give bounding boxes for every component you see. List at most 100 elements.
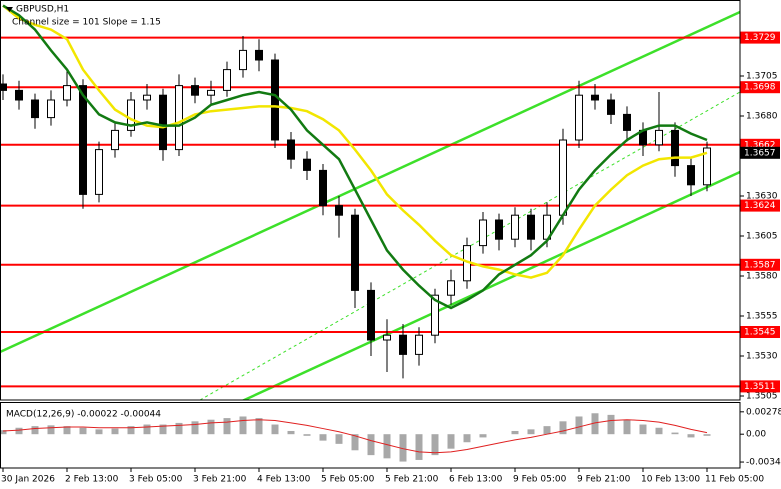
price-frame	[0, 0, 741, 401]
macd-bar	[591, 413, 599, 435]
x-tick-label: 5 Feb 05:00	[321, 475, 375, 485]
y-tick-label: 1.3505	[746, 392, 778, 402]
x-tick-label: 5 Feb 21:00	[385, 475, 439, 485]
macd-bar	[623, 419, 631, 435]
macd-bar	[63, 426, 71, 435]
macd-bar	[79, 427, 87, 435]
level-label-box	[740, 258, 780, 271]
macd-bar	[175, 422, 183, 435]
macd-bar	[463, 434, 471, 443]
candle-body	[511, 214, 519, 240]
candle-body	[207, 89, 215, 96]
macd-bar	[671, 432, 679, 435]
macd-bar	[399, 434, 407, 462]
y-tick-label: 1.3580	[746, 272, 778, 282]
candle-body	[15, 89, 23, 101]
macd-bar	[207, 419, 215, 435]
candle-body	[399, 334, 407, 355]
x-tick-label: 9 Feb 21:00	[577, 475, 631, 485]
x-tick-label: 6 Feb 13:00	[449, 475, 503, 485]
candle-body	[495, 219, 503, 240]
candle-body	[367, 289, 375, 341]
candle-body	[687, 165, 695, 186]
y-tick-label: -0.00346	[746, 458, 781, 468]
macd-bar	[0, 430, 7, 435]
x-tick-label: 3 Feb 05:00	[129, 475, 183, 485]
candle-body	[223, 69, 231, 91]
menu-arrow	[6, 7, 13, 12]
candle-body	[287, 139, 295, 160]
macd-bar	[447, 434, 455, 449]
level-label-box	[740, 380, 780, 393]
macd-bar	[687, 434, 695, 438]
candle-body	[351, 214, 359, 291]
level-label-box	[740, 31, 780, 44]
candle-body	[623, 113, 631, 131]
level-label: 1.3511	[744, 382, 776, 392]
indicator-line	[2, 4, 708, 279]
macd-title: MACD(12,26,9) -0.00022 -0.00044	[6, 410, 161, 420]
macd-frame	[0, 402, 741, 469]
macd-bar	[431, 434, 439, 456]
y-tick-label: 1.3630	[746, 192, 778, 202]
level-label: 1.3729	[744, 33, 776, 43]
candle-body	[175, 85, 183, 151]
channel-upper	[0, 10, 740, 354]
candle-body	[79, 85, 87, 195]
price-plot	[0, 4, 740, 388]
indicator-line	[2, 4, 708, 310]
macd-bar	[287, 430, 295, 435]
candle-body	[447, 280, 455, 296]
macd-bar	[367, 434, 375, 456]
candle-body	[0, 83, 7, 91]
channel-middle	[199, 91, 740, 400]
x-tick-label: 11 Feb 05:00	[705, 475, 764, 485]
chart-subtitle: Channel size = 101 Slope = 1.15	[12, 18, 161, 28]
level-label: 1.3545	[744, 328, 776, 338]
candle-body	[95, 149, 103, 195]
macd-bar	[319, 434, 327, 441]
macd-bar	[271, 424, 279, 435]
x-tick-label: 9 Feb 05:00	[513, 475, 567, 485]
macd-bar	[127, 426, 135, 435]
level-label: 1.3624	[744, 201, 776, 211]
level-label: 1.3662	[744, 140, 776, 150]
level-label: 1.3587	[744, 260, 776, 270]
macd-bar	[655, 427, 663, 435]
macd-bar	[639, 424, 647, 435]
candle-body	[319, 169, 327, 207]
candle-body	[335, 205, 343, 216]
macd-bar	[335, 434, 343, 444]
y-tick-label: 1.3555	[746, 312, 778, 322]
y-tick-label: 1.3605	[746, 232, 778, 242]
macd-plot	[0, 413, 711, 462]
current-price-label: 1.3657	[744, 148, 776, 158]
current-price-box	[740, 146, 780, 159]
macd-bar	[383, 434, 391, 459]
macd-bar	[15, 427, 23, 435]
level-label-box	[740, 199, 780, 212]
y-tick-label: 0.00278	[746, 407, 781, 417]
candle-body	[191, 85, 199, 96]
candle-body	[671, 129, 679, 167]
x-tick-label: 2 Feb 13:00	[65, 475, 119, 485]
macd-bar	[159, 424, 167, 435]
y-tick-label: 1.3680	[746, 112, 778, 122]
candle-body	[607, 99, 615, 115]
chart-title: GBPUSD,H1	[16, 5, 69, 15]
macd-bar	[559, 421, 567, 435]
y-tick-label: 1.3705	[746, 72, 778, 82]
candle-body	[111, 129, 119, 151]
candle-body	[303, 158, 311, 171]
candle-body	[655, 129, 663, 146]
level-label-box	[740, 326, 780, 338]
candle-body	[47, 99, 55, 119]
y-tick-label: 0.00	[746, 430, 766, 440]
level-label-box	[740, 81, 780, 94]
candle-body	[431, 294, 439, 336]
macd-bar	[111, 428, 119, 435]
macd-bar	[527, 429, 535, 435]
candle-body	[703, 147, 711, 186]
candle-body	[159, 94, 167, 151]
